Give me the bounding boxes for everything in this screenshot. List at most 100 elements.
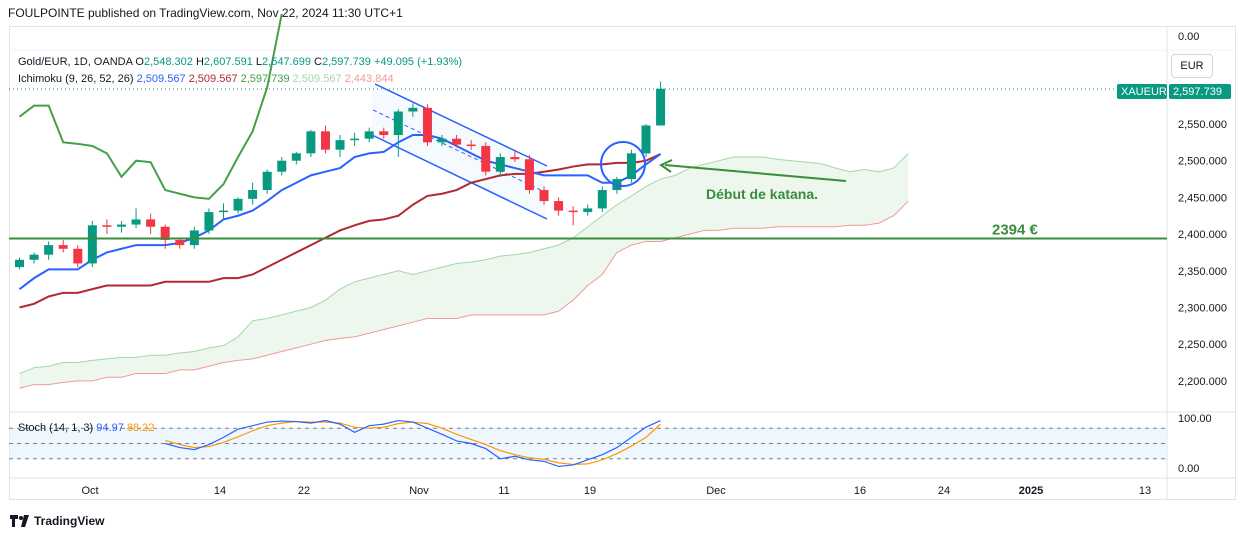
price-tag-value-bg <box>1169 84 1231 99</box>
candle <box>131 208 141 229</box>
ichimoku-value-1: 2,509.567 <box>136 73 186 85</box>
price-tag-value: 2,597.739 <box>1173 86 1222 98</box>
candle <box>597 186 607 213</box>
candle <box>291 151 301 165</box>
candle <box>175 237 185 249</box>
tenkan-sen-line <box>18 134 662 290</box>
candle <box>58 239 68 253</box>
candle <box>554 197 564 216</box>
time-tick-label: 24 <box>938 485 950 497</box>
candle-body <box>175 239 185 246</box>
channel-fill <box>372 86 545 220</box>
currency-button[interactable]: EUR <box>1171 54 1213 78</box>
senkou-span-b-line <box>19 200 909 389</box>
candles-group <box>15 81 666 270</box>
candle <box>495 153 505 177</box>
ichimoku-cloud <box>19 153 909 389</box>
candle-body <box>131 219 141 225</box>
tradingview-logo[interactable]: TradingView <box>10 514 104 528</box>
candle <box>393 109 403 158</box>
candle <box>350 132 360 147</box>
candle-body <box>87 225 97 264</box>
candle-body <box>379 131 389 136</box>
candle <box>583 204 593 216</box>
channel-upper-line <box>374 83 548 167</box>
candle <box>15 257 24 270</box>
close-value: 2,597.739 <box>321 56 371 68</box>
candle <box>641 124 651 158</box>
candle <box>452 135 462 148</box>
candle-body <box>554 201 564 211</box>
candle-body <box>422 107 432 143</box>
ichimoku-value-4: 2,509.567 <box>292 73 342 85</box>
open-value: 2,548.302 <box>143 56 193 68</box>
candle-body <box>524 159 534 191</box>
chart-frame <box>9 26 1236 500</box>
ichimoku-value-2: 2,509.567 <box>188 73 238 85</box>
candle <box>408 103 418 117</box>
candle <box>204 208 214 235</box>
candle-body <box>641 125 651 154</box>
candle <box>116 220 126 233</box>
stoch-legend[interactable]: Stoch (14, 1, 3) 94.97 88.22 <box>18 422 154 434</box>
candle-body <box>146 219 156 227</box>
time-tick-label: 13 <box>1139 485 1151 497</box>
candle <box>335 135 345 158</box>
symbol-label: Gold/EUR, 1D, OANDA <box>18 56 133 68</box>
candle-body <box>626 153 636 180</box>
stoch-k-line <box>165 419 661 468</box>
candle-body <box>44 245 54 255</box>
candle <box>248 182 258 205</box>
time-tick-label: 14 <box>214 485 226 497</box>
candle-body <box>364 131 374 139</box>
candle <box>306 129 316 158</box>
time-tick-label: Dec <box>706 485 726 497</box>
stoch-label: Stoch (14, 1, 3) <box>18 422 94 434</box>
annotation-arrow <box>664 164 847 182</box>
kijun-sen-line <box>19 153 661 309</box>
candle-body <box>58 245 68 249</box>
candle-body <box>583 208 593 213</box>
candle-body <box>116 224 126 227</box>
candle-body <box>204 212 214 231</box>
candle-body <box>218 210 228 213</box>
price-tick-label: 2,200.000 <box>1178 376 1227 388</box>
ohlc-legend: Gold/EUR, 1D, OANDA O2,548.302 H2,607.59… <box>18 56 463 68</box>
time-tick-label: 16 <box>854 485 866 497</box>
ichimoku-value-5: 2,443.844 <box>344 73 394 85</box>
price-tick-label: 2,500.000 <box>1178 156 1227 168</box>
candle-body <box>160 226 170 240</box>
stoch-k-value: 94.97 <box>96 422 124 434</box>
price-tag-symbol-bg <box>1117 84 1167 99</box>
candle-body <box>452 138 462 145</box>
price-tick-label: 2,350.000 <box>1178 266 1227 278</box>
candle <box>218 203 228 220</box>
level-label: 2394 € <box>992 222 1039 239</box>
highlight-circle <box>600 141 646 187</box>
candle <box>466 140 476 150</box>
candle <box>626 149 636 183</box>
candle <box>422 104 432 147</box>
katana-annotation: Début de katana. <box>706 186 818 202</box>
price-tick-label: 2,550.000 <box>1178 119 1227 131</box>
candle-body <box>510 157 520 160</box>
high-value: 2,607.591 <box>203 56 253 68</box>
candle <box>568 206 578 226</box>
candle-body <box>277 160 287 172</box>
ichimoku-label: Ichimoku (9, 26, 52, 26) <box>18 73 134 85</box>
candle-body <box>495 157 505 172</box>
candle-body <box>320 131 330 150</box>
candle-body <box>29 254 39 260</box>
time-tick-label: 22 <box>298 485 310 497</box>
candle <box>364 127 374 143</box>
candle <box>44 241 54 260</box>
ichimoku-legend[interactable]: Ichimoku (9, 26, 52, 26) 2,509.567 2,509… <box>18 73 394 85</box>
ichimoku-value-3: 2,597.739 <box>240 73 290 85</box>
stoch-d-value: 88.22 <box>126 422 155 434</box>
candle <box>379 127 389 139</box>
candle-body <box>233 198 243 211</box>
low-value: 2,547.699 <box>262 56 311 68</box>
stoch-tick-100: 100.00 <box>1178 413 1212 425</box>
tradingview-logo-icon <box>10 515 29 527</box>
